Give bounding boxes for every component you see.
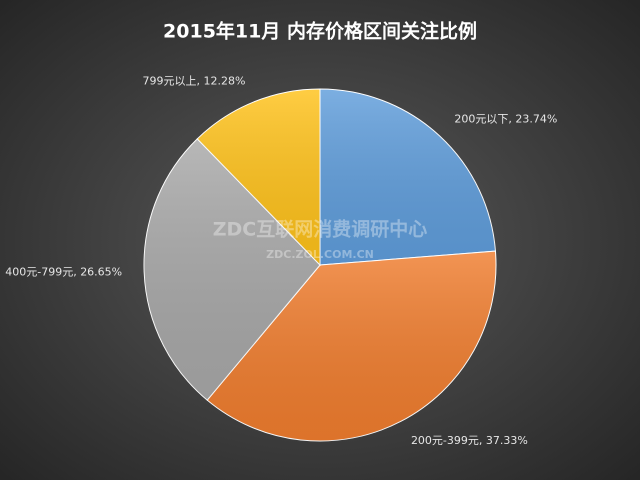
watermark-url: ZDC.ZOL.COM.CN bbox=[266, 248, 374, 261]
chart-title: 2015年11月 内存价格区间关注比例 bbox=[163, 20, 477, 43]
watermark: ZDC互联网消费调研中心 bbox=[213, 218, 428, 241]
data-label: 799元以上, 12.28% bbox=[143, 75, 246, 88]
data-label: 400元-799元, 26.65% bbox=[5, 266, 122, 279]
data-label: 200元以下, 23.74% bbox=[454, 113, 557, 126]
pie bbox=[143, 88, 497, 442]
data-label: 200元-399元, 37.33% bbox=[411, 434, 528, 447]
